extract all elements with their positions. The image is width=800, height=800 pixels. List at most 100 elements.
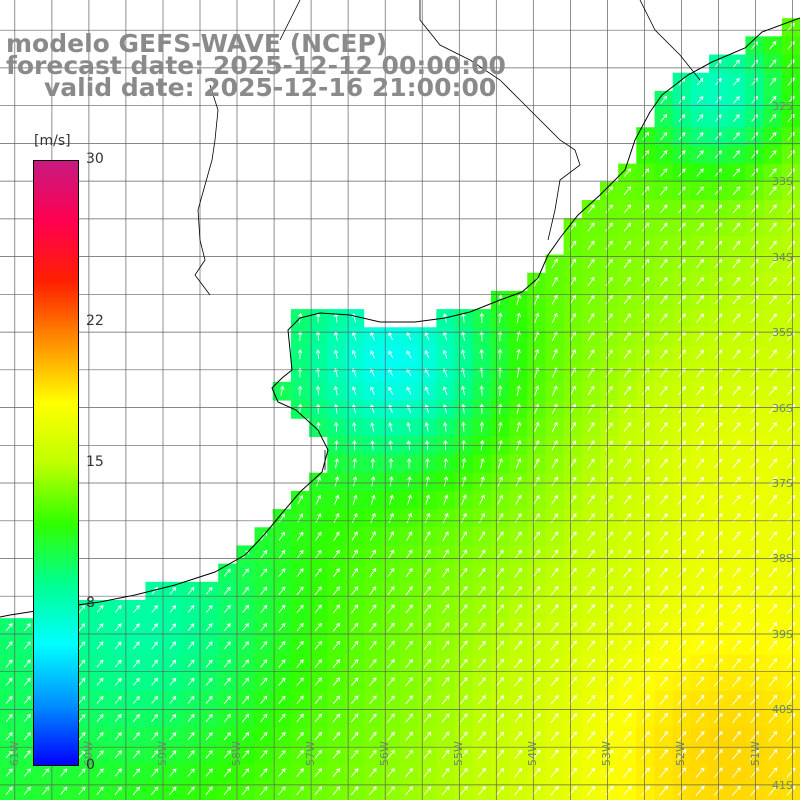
wind-arrow [514,749,523,760]
speed-cell [618,309,637,328]
wind-arrow [496,658,505,669]
wind-arrow [787,186,795,196]
wind-arrow [659,731,669,742]
wind-arrow [641,585,650,596]
wind-arrow [659,785,669,796]
wind-arrow [205,604,213,613]
wind-arrow [96,641,104,650]
wind-arrow [405,640,413,650]
wind-arrow [586,785,596,796]
wind-arrow [659,749,669,760]
wind-arrow [787,131,795,141]
wind-arrow [516,421,522,433]
wind-arrow [732,168,741,177]
speed-cell [618,363,637,383]
speed-cell [654,690,674,710]
wind-arrow [223,713,231,723]
wind-arrow [96,605,104,613]
wind-arrow [569,258,577,269]
wind-arrow [623,222,632,232]
wind-arrow [732,694,741,705]
wind-arrow [406,422,411,432]
wind-arrow [332,695,341,705]
wind-arrow [533,421,540,433]
wind-arrow [350,768,359,778]
wind-arrow [405,695,414,705]
wind-arrow [388,512,394,523]
wind-arrow [604,676,614,687]
speed-cell [163,745,183,765]
wind-arrow [405,749,414,759]
wind-arrow [768,313,777,323]
wind-arrow [641,204,650,214]
wind-arrow [496,713,505,723]
wind-arrow [732,276,741,287]
wind-arrow [132,732,140,741]
wind-arrow [187,677,195,686]
wind-arrow [278,713,286,723]
wind-arrow [297,385,303,396]
wind-arrow [569,294,576,305]
wind-arrow [750,658,759,669]
wind-arrow [151,659,158,668]
wind-arrow [696,132,704,141]
speed-cell [563,618,583,637]
wind-arrow [659,585,668,596]
wind-arrow [551,421,558,433]
wind-arrow [350,640,359,650]
wind-arrow [587,240,595,250]
wind-arrow [733,59,740,68]
wind-arrow [750,476,759,487]
wind-arrow [388,331,394,341]
wind-arrow [550,622,559,632]
wind-arrow [278,549,286,559]
wind-arrow [241,750,250,759]
wind-arrow [659,186,668,196]
wind-arrow [370,458,376,469]
speed-cell [272,763,292,783]
wind-arrow [333,549,340,559]
wind-arrow [587,349,595,360]
wind-arrow [387,731,395,741]
colorbar-tick-label: 15 [86,454,104,470]
wind-arrow [459,677,468,687]
wind-arrow [586,749,596,760]
wind-arrow [768,603,778,614]
wind-arrow [587,549,595,560]
speed-cell [472,672,492,692]
wind-arrow [768,676,778,687]
wind-arrow [732,749,741,760]
wind-arrow [516,294,522,305]
wind-arrow [787,40,795,50]
wind-arrow [314,749,323,759]
wind-arrow [604,731,614,742]
wind-arrow [187,732,195,741]
wind-arrow [641,567,650,578]
wind-arrow [551,494,559,505]
wind-arrow [768,749,778,760]
wind-arrow [442,549,449,560]
wind-arrow [405,767,414,778]
wind-arrow [768,186,777,196]
wind-arrow [587,295,595,305]
speed-cell [600,490,619,510]
wind-arrow [461,457,467,469]
wind-arrow [750,585,759,596]
wind-arrow [478,622,486,632]
wind-arrow [441,658,450,669]
colorbar-tick-label: 30 [86,151,104,167]
speed-cell [218,563,237,583]
wind-arrow [641,622,650,633]
wind-arrow [659,640,669,651]
wind-arrow [605,295,613,305]
wind-arrow [278,695,286,705]
wind-arrow [514,622,523,632]
wind-arrow [278,622,286,632]
wind-arrow [732,313,741,323]
wind-arrow [96,677,104,686]
wind-arrow [187,695,195,704]
wind-arrow [388,368,394,377]
wind-arrow [352,421,357,432]
wind-arrow [296,786,304,796]
wind-arrow [695,549,705,560]
